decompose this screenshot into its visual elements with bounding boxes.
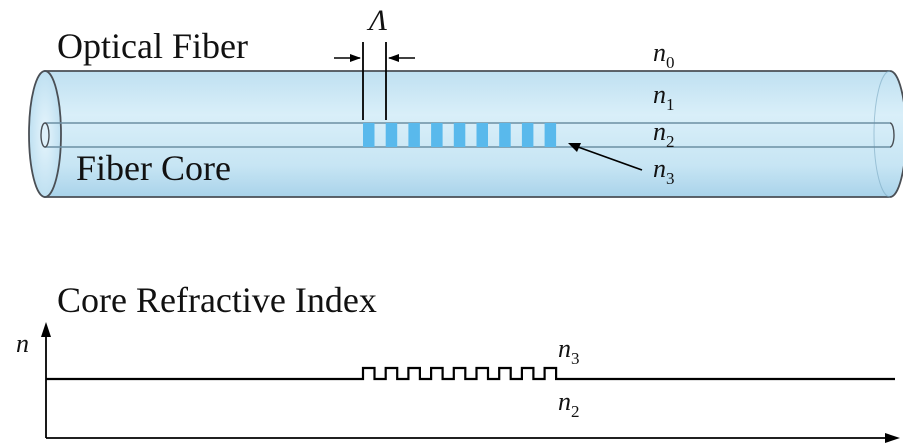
optical-fiber-label: Optical Fiber bbox=[57, 26, 248, 66]
grating-stripe bbox=[385, 123, 398, 147]
core-end-face-right bbox=[889, 122, 895, 148]
grating-stripe bbox=[544, 123, 557, 147]
grating-stripe bbox=[363, 123, 375, 147]
n3-pointer-arrow bbox=[568, 143, 643, 171]
fiber-core-label: Fiber Core bbox=[76, 148, 231, 188]
grating-stripe bbox=[499, 123, 511, 147]
bragg-grating bbox=[363, 123, 557, 147]
period-label: Λ bbox=[366, 4, 387, 37]
grating-stripe bbox=[453, 123, 466, 147]
fiber-core bbox=[40, 122, 895, 148]
x-axis-arrow bbox=[885, 433, 900, 443]
core-end-face-left bbox=[40, 122, 50, 148]
core-refractive-index-label: Core Refractive Index bbox=[57, 280, 377, 320]
index-plot: n n3 n2 bbox=[16, 322, 900, 443]
grating-stripe bbox=[408, 123, 420, 147]
grating-stripe bbox=[431, 123, 443, 147]
plot-high-label: n3 bbox=[558, 334, 580, 368]
y-axis-arrow bbox=[41, 322, 51, 337]
refractive-index-profile bbox=[46, 366, 895, 381]
plot-low-label: n2 bbox=[558, 387, 580, 421]
y-axis-label: n bbox=[16, 329, 29, 358]
n1-label: n1 bbox=[653, 80, 675, 114]
period-marker: Λ bbox=[334, 4, 415, 120]
n3-label: n3 bbox=[653, 154, 675, 188]
grating-stripe bbox=[521, 123, 534, 147]
n2-label: n2 bbox=[653, 117, 675, 151]
n0-label: n0 bbox=[653, 38, 675, 72]
grating-stripe bbox=[476, 123, 488, 147]
